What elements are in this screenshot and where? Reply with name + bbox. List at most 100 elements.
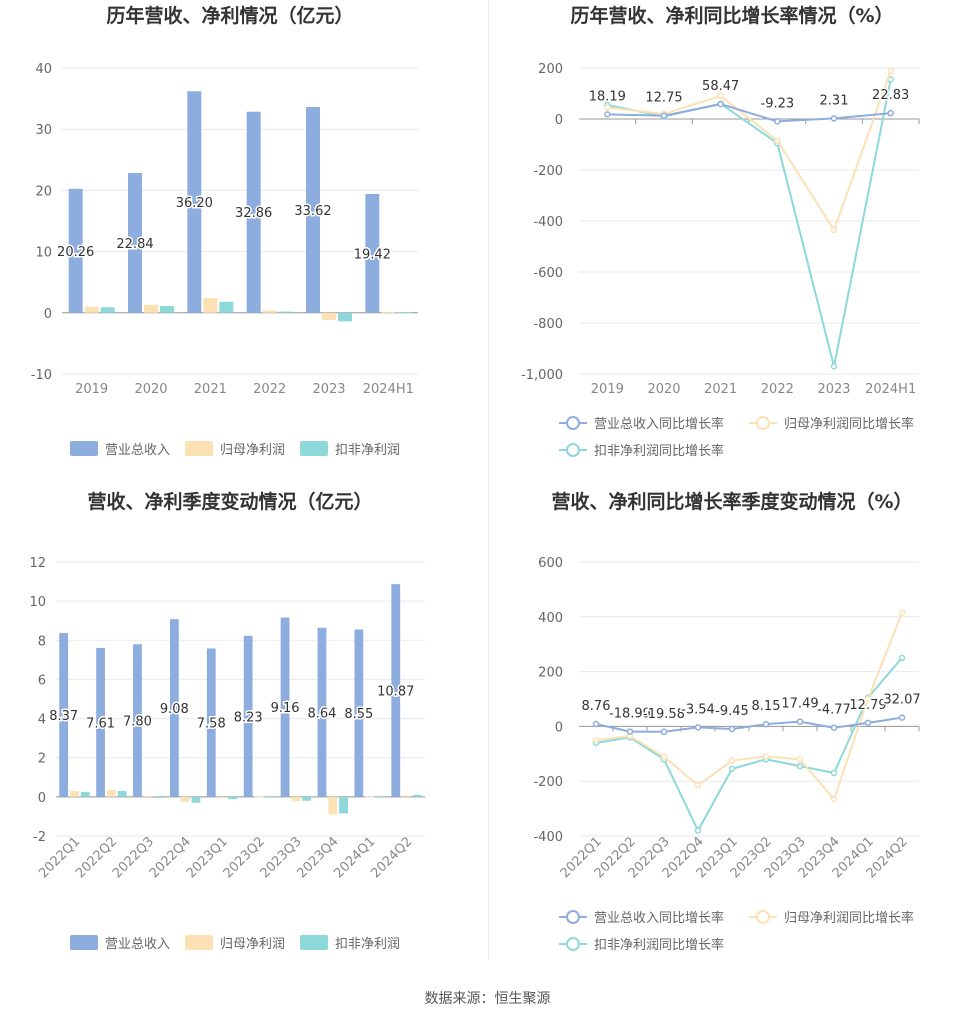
- y-tick-label: -400: [533, 215, 563, 230]
- bar-2: [106, 790, 116, 797]
- bar-3: [397, 312, 412, 314]
- data-point: [728, 757, 736, 764]
- chart-quarterly-revenue-profit: 营收、净利季度变动情况（亿元） 12 10 8 6 4 2 0 -2 8.37 2022Q1 7.61…: [0, 490, 488, 970]
- bar-1: [68, 188, 83, 313]
- y-tick-label: 4: [38, 713, 46, 728]
- y-tick-label: 2: [38, 752, 46, 767]
- bar-3: [219, 301, 234, 313]
- y-tick-label: 0: [555, 113, 563, 128]
- data-label: 17.49: [781, 697, 818, 712]
- legend-swatch: [185, 441, 213, 456]
- bar-3: [160, 306, 174, 313]
- legend-label: 营业总收入同比增长率: [594, 910, 724, 926]
- data-point: [626, 728, 634, 735]
- data-point: [774, 137, 781, 144]
- data-point: [728, 725, 736, 733]
- data-point: [898, 609, 906, 616]
- data-label: 9.16: [271, 701, 300, 716]
- bar-1: [306, 107, 320, 313]
- data-point: [694, 782, 702, 789]
- series-line-2: [607, 70, 892, 233]
- legend-label: 归母净利润: [220, 443, 285, 458]
- x-tick-label: 2022: [253, 382, 286, 397]
- data-point: [717, 92, 724, 100]
- bar-1: [391, 584, 401, 797]
- bar-1: [187, 91, 202, 313]
- data-label: -9.45: [715, 704, 749, 719]
- x-tick-label: 2023: [817, 382, 850, 397]
- data-point: [660, 112, 668, 119]
- y-tick-label: -10: [31, 368, 52, 383]
- data-point: [694, 827, 702, 834]
- y-tick-label: -200: [533, 775, 563, 790]
- data-point: [898, 714, 906, 721]
- bar-1: [128, 173, 142, 313]
- data-label: 19.42: [354, 247, 391, 262]
- data-point: [864, 719, 872, 727]
- data-point: [887, 67, 894, 75]
- data-point: [762, 720, 770, 728]
- legend-label: 扣非净利润同比增长率: [594, 443, 724, 459]
- chart-title: 营收、净利季度变动情况（亿元）: [87, 490, 372, 513]
- chart-annual-growth-rate: 历年营收、净利同比增长率情况（%） 200 0 -200 -400 -600 -800 -1,…: [489, 0, 975, 480]
- bar-3: [117, 790, 127, 797]
- x-tick-label: 2024H1: [363, 382, 414, 397]
- data-point: [762, 753, 770, 760]
- data-point: [592, 736, 600, 744]
- legend-label: 归母净利润: [220, 937, 285, 952]
- x-tick-label: 2019: [75, 382, 108, 397]
- bar-1: [365, 193, 380, 313]
- data-point: [887, 109, 894, 117]
- chart-title: 营收、净利同比增长率季度变动情况（%）: [551, 490, 912, 513]
- bar-2: [291, 796, 301, 802]
- y-tick-label: 0: [555, 720, 563, 735]
- bar-1: [243, 635, 253, 797]
- y-tick-label: 20: [35, 184, 52, 199]
- data-label: -9.23: [761, 96, 795, 111]
- data-label: 32.07: [883, 693, 920, 708]
- bar-3: [338, 312, 352, 322]
- data-label: 22.83: [872, 88, 909, 103]
- legend-marker: [566, 416, 580, 430]
- bar-2: [203, 298, 218, 313]
- data-label: 7.61: [86, 716, 115, 731]
- y-tick-label: 40: [35, 62, 52, 77]
- chart-title: 历年营收、净利同比增长率情况（%）: [570, 4, 893, 27]
- bar-1: [246, 111, 261, 313]
- data-label: 7.58: [197, 717, 226, 732]
- annual-bar-chart: 历年营收、净利情况（亿元） 40 30 20 10 0 -10 20.26 2019 22.84 2…: [31, 4, 418, 458]
- x-tick-label: 2022: [761, 382, 794, 397]
- data-label: 33.62: [294, 204, 331, 219]
- series-line-3: [595, 657, 903, 833]
- data-point: [592, 720, 600, 728]
- data-point: [830, 769, 838, 777]
- bar-1: [169, 619, 179, 797]
- data-label: 58.47: [702, 79, 739, 94]
- data-label: 22.84: [116, 237, 153, 252]
- data-point: [830, 724, 838, 731]
- chart-title: 历年营收、净利情况（亿元）: [106, 4, 353, 27]
- data-label: 18.19: [589, 89, 626, 104]
- data-label: 10.87: [377, 684, 414, 699]
- data-label: -18.99: [609, 707, 651, 722]
- legend-marker: [566, 443, 580, 457]
- bar-3: [100, 307, 115, 313]
- legend-swatch: [70, 935, 98, 950]
- series-line-1: [607, 103, 891, 123]
- data-label: -4.77: [817, 703, 851, 718]
- data-label: 2.31: [820, 93, 849, 108]
- y-tick-label: 600: [538, 556, 563, 571]
- legend-swatch: [300, 441, 328, 456]
- legend-label: 归母净利润同比增长率: [784, 910, 914, 926]
- legend-swatch: [185, 935, 213, 950]
- data-label: 32.86: [235, 206, 272, 221]
- data-point: [694, 724, 702, 731]
- legend-label: 营业总收入: [105, 443, 170, 458]
- data-label: -3.54: [681, 702, 715, 717]
- legend-label: 扣非净利润同比增长率: [594, 937, 724, 953]
- bar-3: [265, 796, 275, 798]
- legend-marker: [566, 937, 580, 951]
- y-tick-label: 30: [35, 123, 52, 138]
- data-label: 8.15: [752, 699, 781, 714]
- bar-1: [59, 633, 69, 797]
